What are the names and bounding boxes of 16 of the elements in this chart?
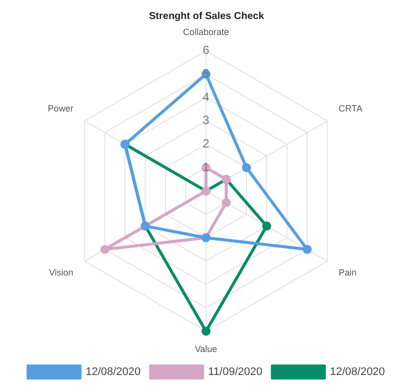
y-tick-label: 2 [202,136,210,151]
y-tick-label: 6 [202,43,210,58]
spoke-label: Value [194,344,218,354]
legend-label: 12/08/2020 [330,366,385,378]
chart-title: Strenght of Sales Check [148,10,264,22]
spoke-label: Vision [48,267,74,278]
legend-label: 11/09/2020 [208,366,262,378]
y-tick-label: 5 [202,66,210,80]
spoke-label: CRTA [338,103,362,114]
y-tick-label: 1 [202,160,210,174]
y-tick-label: 3 [202,113,210,128]
y-tick-label: 4 [202,90,210,104]
spoke-label: Power [48,103,74,114]
spoke-label: Collaborate [182,26,230,37]
legend-label: 12/08/2020 [86,366,141,378]
spoke-label: Pain [338,267,357,278]
